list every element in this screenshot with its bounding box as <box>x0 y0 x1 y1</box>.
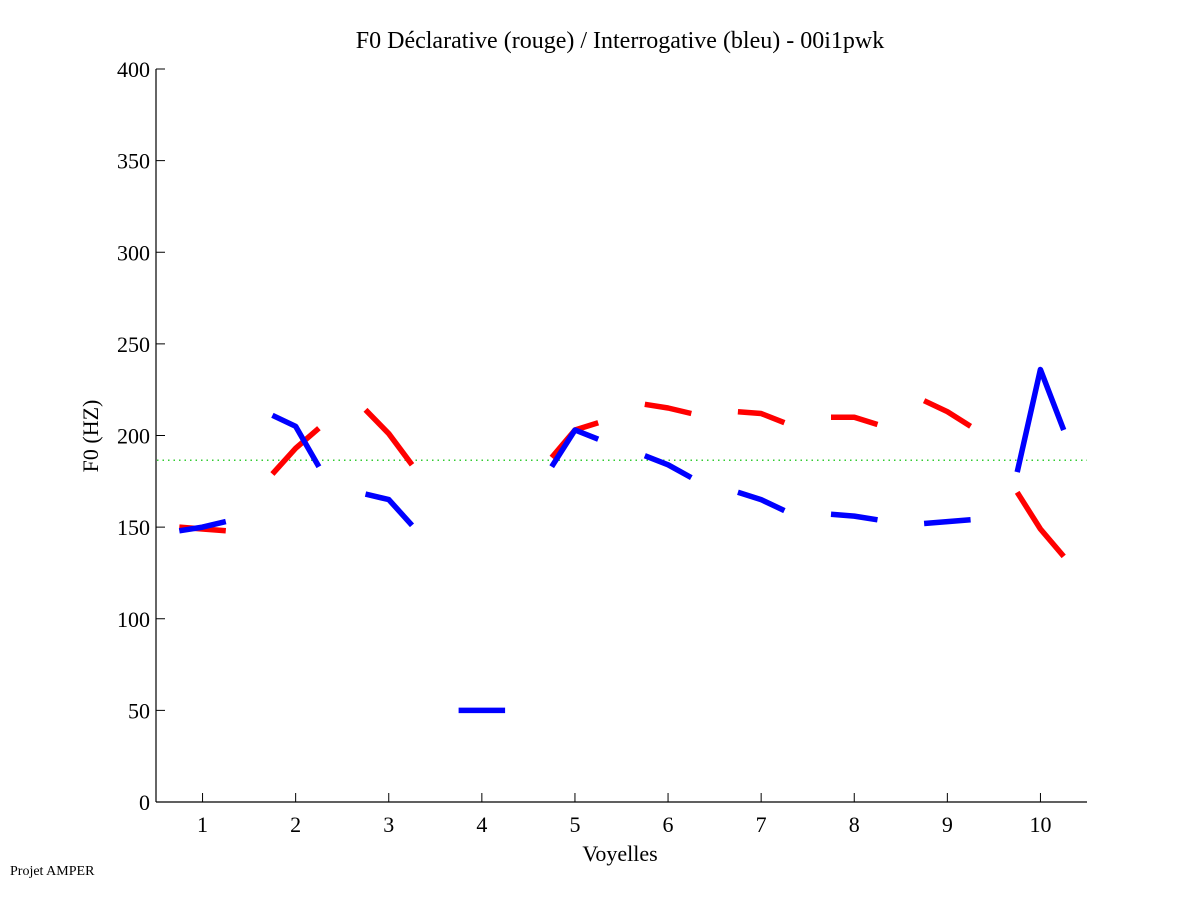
footer-credit: Projet AMPER <box>10 864 95 879</box>
x-tick-label: 2 <box>290 812 301 837</box>
x-tick-label: 5 <box>569 812 580 837</box>
y-tick-label: 150 <box>117 515 150 540</box>
interrogative-segment-8 <box>830 511 878 523</box>
declarative-segment-3 <box>363 407 415 467</box>
y-tick-label: 300 <box>117 240 150 265</box>
x-tick-label: 6 <box>663 812 674 837</box>
chart-title: F0 Déclarative (rouge) / Interrogative (… <box>356 28 884 54</box>
x-tick-label: 9 <box>942 812 953 837</box>
declarative-segment-6 <box>644 401 692 417</box>
x-tick-label: 3 <box>383 812 394 837</box>
y-tick-label: 350 <box>117 149 150 174</box>
declarative-segment-10 <box>1014 490 1066 559</box>
y-tick-label: 50 <box>128 698 150 723</box>
x-tick-label: 4 <box>476 812 487 837</box>
interrogative-segment-2 <box>271 412 322 469</box>
interrogative-segment-10 <box>1014 366 1067 473</box>
x-tick-label: 8 <box>849 812 860 837</box>
interrogative-segment-7 <box>737 489 786 514</box>
interrogative-segment-6 <box>643 453 693 481</box>
declarative-segment-9 <box>922 398 973 429</box>
y-tick-label: 200 <box>117 424 150 449</box>
y-tick-label: 0 <box>139 790 150 815</box>
interrogative-segment-1 <box>178 518 227 534</box>
y-tick-label: 400 <box>117 57 150 82</box>
interrogative-segment-9 <box>923 517 971 527</box>
plot-area: 0 50 100 150 200 250 300 350 400 1 2 3 4 5 6 7 8 9 10 <box>117 57 1087 837</box>
y-tick-label: 250 <box>117 332 150 357</box>
x-tick-label: 1 <box>197 812 208 837</box>
declarative-segment-8 <box>831 414 879 428</box>
interrogative-segment-5 <box>549 427 600 469</box>
declarative-segment-2 <box>270 426 321 476</box>
y-axis-label: F0 (HZ) <box>78 400 103 473</box>
x-tick-label: 7 <box>756 812 767 837</box>
y-tick-label: 100 <box>117 607 150 632</box>
x-axis-label: Voyelles <box>582 841 657 866</box>
declarative-segment-7 <box>737 408 786 426</box>
x-tick-label: 10 <box>1029 812 1051 837</box>
interrogative-segment-3 <box>364 491 415 528</box>
